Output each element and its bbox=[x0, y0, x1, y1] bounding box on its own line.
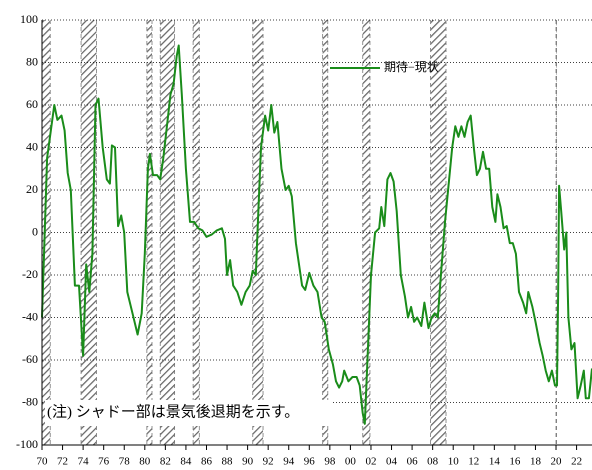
y-tick-label: -60 bbox=[22, 352, 38, 366]
recession-shade bbox=[146, 20, 152, 445]
y-tick-label: -80 bbox=[22, 394, 38, 408]
x-tick-label: 72 bbox=[57, 456, 68, 468]
series-line bbox=[41, 44, 592, 425]
x-tick-label: 18 bbox=[530, 456, 542, 468]
x-tick-label: 12 bbox=[468, 456, 479, 468]
x-tick-label: 92 bbox=[263, 456, 274, 468]
x-tick-label: 20 bbox=[551, 456, 563, 468]
x-tick-label: 22 bbox=[571, 456, 582, 468]
legend-label: 期待−現状 bbox=[384, 60, 439, 74]
y-tick-label: 100 bbox=[20, 12, 38, 26]
x-tick-label: 00 bbox=[345, 456, 357, 468]
x-tick-label: 96 bbox=[304, 456, 316, 468]
recession-shade bbox=[42, 20, 51, 445]
recession-shade bbox=[81, 20, 97, 445]
x-tick-label: 82 bbox=[160, 456, 171, 468]
x-tick-label: 90 bbox=[242, 456, 254, 468]
x-tick-label: 80 bbox=[139, 456, 151, 468]
x-tick-label: 88 bbox=[222, 456, 234, 468]
x-tick-label: 08 bbox=[427, 456, 439, 468]
x-tick-label: 76 bbox=[98, 456, 110, 468]
y-tick-label: 80 bbox=[26, 54, 38, 68]
annotation: (注) シャドー部は景気後退期を示す。 bbox=[47, 403, 299, 420]
recession-shade bbox=[160, 20, 175, 445]
y-tick-label: 0 bbox=[32, 224, 38, 238]
x-tick-label: 04 bbox=[386, 456, 398, 468]
x-tick-label: 06 bbox=[407, 456, 419, 468]
y-tick-label: 20 bbox=[26, 182, 38, 196]
x-tick-label: 16 bbox=[509, 456, 521, 468]
y-tick-label: -40 bbox=[22, 309, 38, 323]
x-tick-label: 84 bbox=[180, 456, 192, 468]
x-tick-label: 94 bbox=[283, 456, 295, 468]
x-tick-label: 78 bbox=[119, 456, 131, 468]
y-tick-label: 40 bbox=[26, 139, 38, 153]
x-tick-label: 86 bbox=[201, 456, 213, 468]
recession-shade bbox=[193, 20, 200, 445]
x-tick-label: 02 bbox=[365, 456, 376, 468]
recession-shade bbox=[322, 20, 328, 445]
annotation-box bbox=[45, 400, 333, 426]
y-tick-label: 60 bbox=[26, 97, 38, 111]
x-tick-label: 98 bbox=[324, 456, 336, 468]
y-tick-label: -100 bbox=[16, 437, 38, 451]
x-tick-label: 70 bbox=[37, 456, 49, 468]
x-tick-label: 74 bbox=[78, 456, 90, 468]
y-tick-label: -20 bbox=[22, 267, 38, 281]
x-tick-label: 14 bbox=[489, 456, 501, 468]
x-tick-label: 10 bbox=[448, 456, 460, 468]
